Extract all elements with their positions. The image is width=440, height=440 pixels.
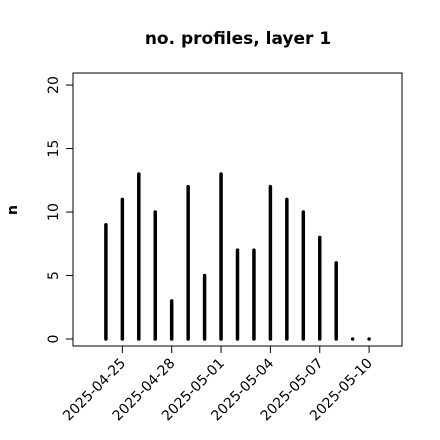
chart-title: no. profiles, layer 1 xyxy=(145,29,331,49)
y-tick-label: 15 xyxy=(46,140,62,158)
y-tick-label: 5 xyxy=(46,271,62,280)
plot-box xyxy=(72,72,403,347)
y-tick-label: 0 xyxy=(46,335,62,344)
y-tick-label: 10 xyxy=(46,203,62,221)
y-tick-label: 20 xyxy=(46,76,62,94)
y-axis-label: n xyxy=(5,205,21,215)
